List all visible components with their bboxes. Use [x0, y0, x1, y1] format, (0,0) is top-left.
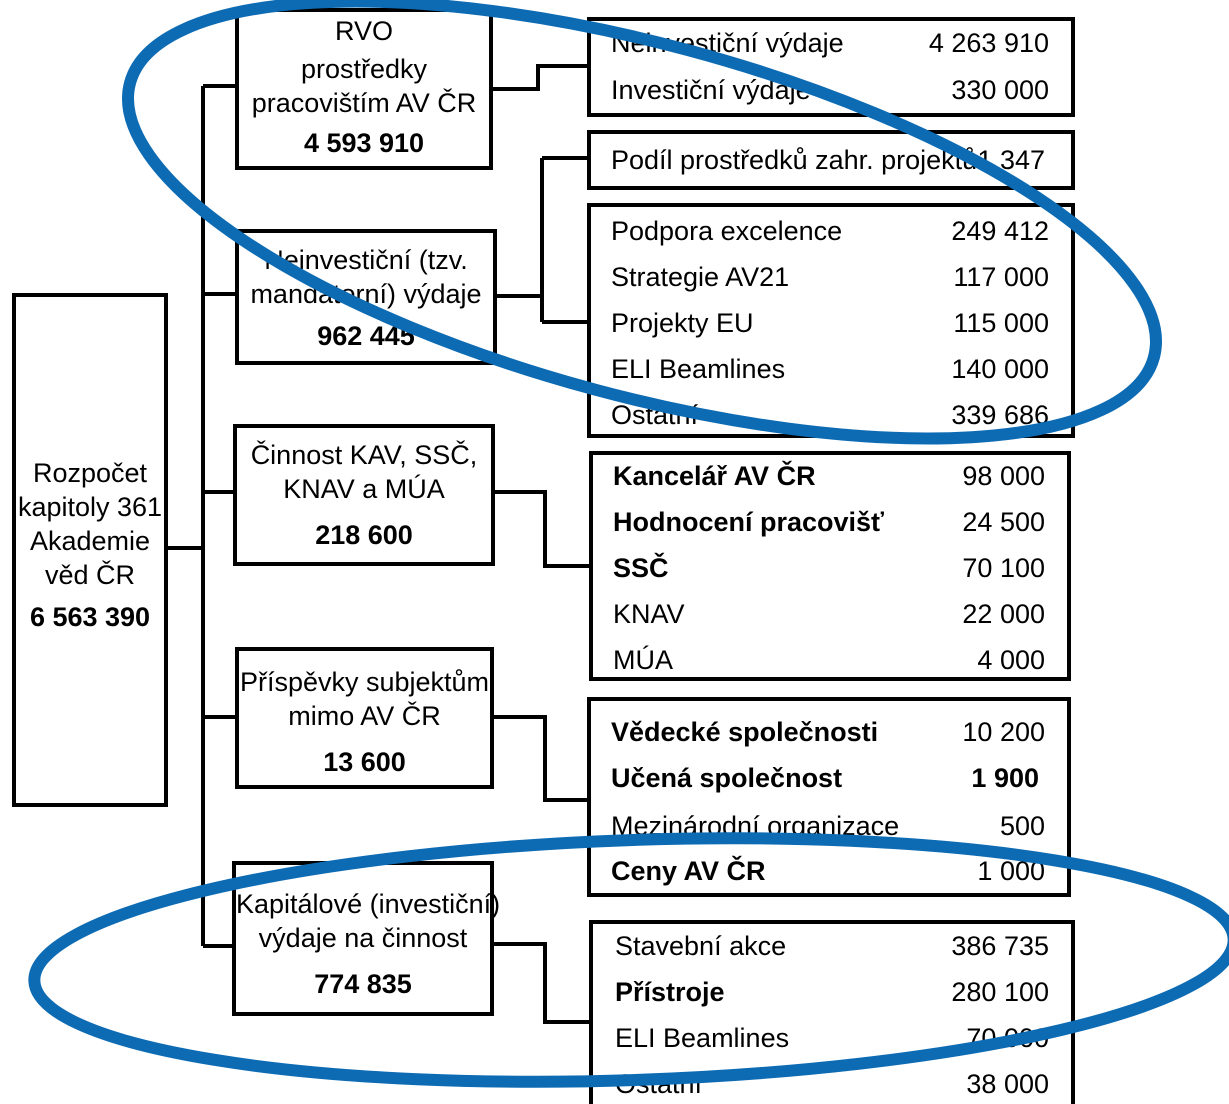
row-label: Vědecké společnosti — [611, 717, 879, 747]
row-value: 280 100 — [951, 977, 1049, 1007]
detail-row: MÚA 4 000 — [613, 640, 1045, 680]
detail-row: KNAV 22 000 — [613, 594, 1045, 634]
category-line: Činnost KAV, SSČ, — [250, 440, 478, 470]
highlight-ellipse-bottom — [28, 832, 1229, 1088]
category-line: Kapitálové (investiční) — [236, 889, 501, 919]
row-label: Učená společnost — [611, 763, 843, 793]
row-label: ELI Beamlines — [615, 1023, 790, 1053]
row-label: Podpora excelence — [611, 216, 843, 246]
row-label: Podíl prostředků zahr. projektů — [611, 145, 978, 175]
row-label: Stavební akce — [615, 931, 787, 961]
category-box-contributions: Příspěvky subjektům mimo AV ČR 13 600 — [235, 647, 494, 789]
row-value: 1 900 — [971, 763, 1039, 793]
row-label: ELI Beamlines — [611, 354, 786, 384]
row-label: Strategie AV21 — [611, 262, 790, 292]
category-amount: 4 593 910 — [303, 128, 425, 158]
row-value: 70 100 — [962, 553, 1045, 583]
category-line: prostředky — [300, 54, 428, 84]
category-box-kav: Činnost KAV, SSČ, KNAV a MÚA 218 600 — [233, 424, 495, 566]
detail-row: SSČ 70 100 — [613, 548, 1045, 588]
row-label: Kancelář AV ČR — [613, 461, 816, 491]
row-label: SSČ — [613, 553, 669, 583]
category-line: pracovištím AV ČR — [251, 88, 477, 118]
row-value: 4 000 — [977, 645, 1045, 675]
detail-row: ELI Beamlines 70 000 — [615, 1018, 1049, 1058]
category-line: Příspěvky subjektům — [239, 667, 490, 697]
row-label: Projekty EU — [611, 308, 754, 338]
detail-box-kav: Kancelář AV ČR 98 000 Hodnocení pracovišť… — [589, 451, 1071, 681]
detail-row: Přístroje 280 100 — [615, 972, 1049, 1012]
detail-row: Podíl prostředků zahr. projektů 1 347 — [611, 140, 1045, 180]
row-value: 4 263 910 — [928, 28, 1049, 58]
row-value: 386 735 — [951, 931, 1049, 961]
row-value: 22 000 — [962, 599, 1045, 629]
detail-row: Vědecké společnosti 10 200 — [611, 712, 1045, 752]
row-value: 140 000 — [951, 354, 1049, 384]
category-line: RVO — [334, 16, 394, 46]
row-value: 24 500 — [962, 507, 1045, 537]
row-label: MÚA — [613, 645, 673, 675]
category-box-rvo: RVO prostředky pracovištím AV ČR 4 593 9… — [235, 8, 493, 170]
detail-row: Ceny AV ČR 1 000 — [611, 851, 1045, 891]
row-label: KNAV — [613, 599, 685, 629]
root-line: Akademie — [29, 526, 151, 556]
detail-row: Strategie AV21 117 000 — [611, 257, 1049, 297]
root-budget-box: Rozpočet kapitoly 361 Akademie věd ČR 6 … — [12, 293, 168, 807]
category-line: KNAV a MÚA — [283, 474, 445, 504]
row-label: Přístroje — [615, 977, 725, 1007]
row-value: 249 412 — [951, 216, 1049, 246]
row-value: 38 000 — [966, 1069, 1049, 1099]
row-value: 98 000 — [962, 461, 1045, 491]
category-box-capital: Kapitálové (investiční) výdaje na činnos… — [232, 861, 501, 1016]
row-value: 117 000 — [953, 262, 1049, 292]
category-amount: 218 600 — [315, 520, 413, 550]
highlight-ellipse-top — [122, 0, 1162, 445]
root-line: Rozpočet — [32, 458, 148, 488]
category-line: výdaje na činnost — [258, 923, 468, 953]
row-value: 330 000 — [951, 75, 1049, 105]
detail-row: ELI Beamlines 140 000 — [611, 349, 1049, 389]
root-amount: 6 563 390 — [29, 602, 151, 632]
row-label: Hodnocení pracovišť — [613, 507, 884, 537]
detail-box-contributions: Vědecké společnosti 10 200 Učená společno… — [587, 697, 1071, 897]
category-amount: 13 600 — [323, 747, 406, 777]
category-line: mimo AV ČR — [288, 701, 441, 731]
detail-box-foreign-projects: Podíl prostředků zahr. projektů 1 347 — [587, 130, 1075, 190]
detail-row: Investiční výdaje 330 000 — [611, 70, 1049, 110]
row-label: Ceny AV ČR — [611, 856, 766, 886]
detail-box-mandatory: Podpora excelence 249 412 Strategie AV21 1… — [587, 203, 1075, 438]
detail-row: Stavební akce 386 735 — [615, 926, 1049, 966]
detail-row: Hodnocení pracovišť 24 500 — [613, 502, 1045, 542]
detail-row: Učená společnost 1 900 — [611, 758, 1045, 798]
root-line: věd ČR — [44, 560, 136, 590]
detail-row: Projekty EU 115 000 — [611, 303, 1049, 343]
row-value: 115 000 — [953, 308, 1049, 338]
row-value: 500 — [999, 811, 1045, 841]
row-value: 10 200 — [962, 717, 1045, 747]
root-line: kapitoly 361 — [17, 492, 163, 522]
detail-row: Podpora excelence 249 412 — [611, 211, 1049, 251]
detail-row: Kancelář AV ČR 98 000 — [613, 456, 1045, 496]
category-amount: 774 835 — [314, 969, 412, 999]
